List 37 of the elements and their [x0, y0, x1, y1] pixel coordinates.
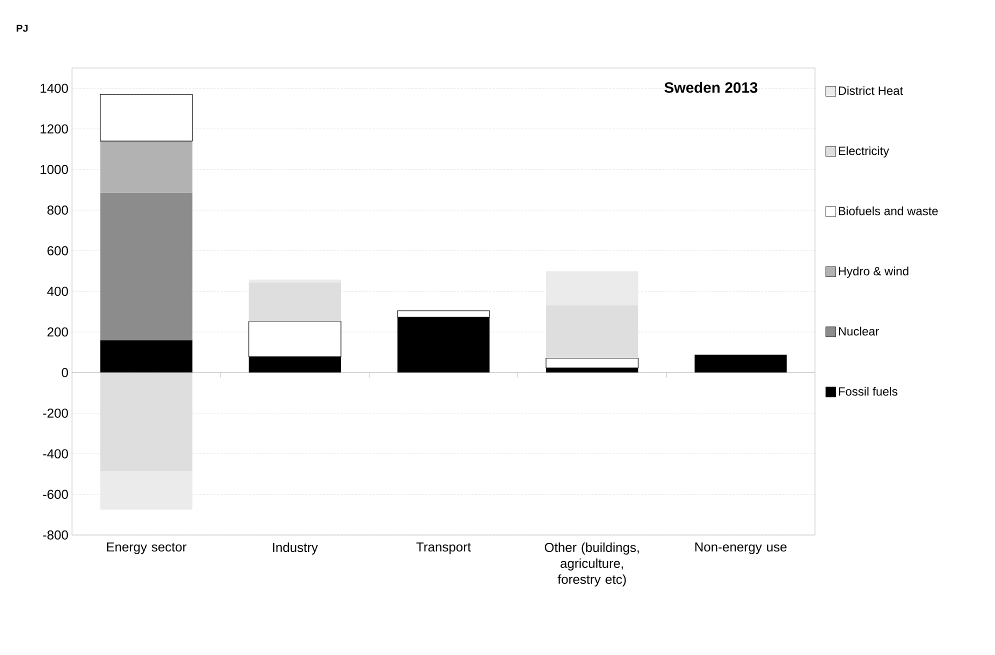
y-tick-label: -800 [43, 530, 68, 540]
bar [694, 354, 787, 373]
bar [100, 340, 192, 373]
bar [248, 280, 341, 282]
x-tick-label: Industry [273, 542, 318, 555]
y-tick-label: 0 [62, 368, 68, 378]
bar [100, 192, 192, 340]
x-tick-label: Energy sector [107, 542, 186, 554]
x-tick-label: Other (buildings, agriculture, forestry etc) [544, 542, 639, 586]
legend-label: Hydro & wind [838, 266, 908, 278]
y-tick-label: -400 [43, 449, 68, 458]
bar [546, 305, 638, 358]
y-tick-label: 1200 [40, 124, 68, 134]
y-tick-label: 200 [48, 327, 68, 337]
legend-label: District Heat [838, 86, 904, 95]
legend-label: Biofuels and waste [838, 206, 938, 216]
y-tick-label: 1000 [40, 164, 68, 174]
y-axis-title: PJ [16, 24, 28, 32]
x-tick-label: Transport [416, 542, 471, 554]
y-tick-label: 400 [47, 286, 68, 296]
x-tick-label: Non-energy use [695, 542, 787, 554]
bar [100, 141, 192, 193]
bar [546, 271, 638, 306]
bar [100, 471, 192, 510]
y-tick-label: 800 [47, 206, 68, 215]
bar [248, 282, 341, 322]
legend-label: Fossil fuels [838, 386, 898, 396]
bar [546, 358, 638, 368]
y-tick-label: 1400 [40, 84, 68, 93]
y-tick-label: 600 [48, 246, 68, 256]
bar [100, 372, 192, 472]
legend-label: Nuclear [838, 326, 879, 336]
text: Sweden 2013 [664, 82, 758, 93]
y-tick-label: -200 [43, 408, 68, 418]
legend-label: Electricity [838, 146, 890, 158]
y-tick-label: -600 [43, 490, 68, 499]
bar [100, 94, 193, 142]
